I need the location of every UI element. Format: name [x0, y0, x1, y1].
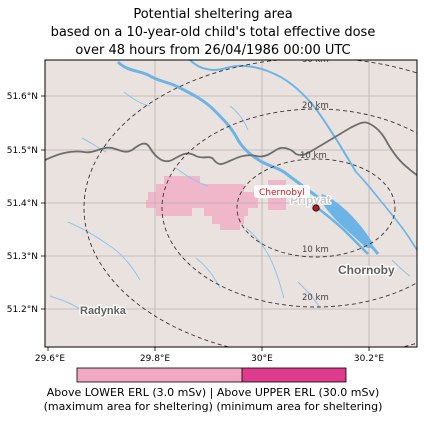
- ring-20km: [161, 108, 417, 308]
- ring-label-10km-lower: 10 km: [302, 245, 329, 255]
- legend-lower-label: Above LOWER ERL (3.0 mSv): [46, 386, 207, 399]
- border-line: [45, 121, 417, 177]
- map-title: Potential sheltering area based on a 10-…: [0, 6, 426, 60]
- legend-line-2: (maximum area for sheltering) (minimum a…: [0, 400, 426, 414]
- y-tick-label: 51.3°N: [7, 252, 38, 262]
- legend-upper-label: Above UPPER ERL (30.0 mSv): [216, 386, 380, 399]
- ring-label-20km-lower: 20 km: [302, 293, 329, 303]
- map-frame: [44, 59, 418, 348]
- place-label-chornobyl: Chornoby: [338, 263, 395, 277]
- ring-label-30km-upper: 30 km: [302, 55, 329, 65]
- y-tick-label: 51.5°N: [7, 146, 38, 156]
- legend-swatch-lower: [77, 368, 242, 382]
- x-tick-label: 30.2°E: [354, 354, 385, 364]
- gridlines: [45, 60, 417, 347]
- y-tick-label: 51.6°N: [7, 92, 38, 102]
- ring-label-20km-upper: 20 km: [302, 101, 329, 111]
- ring-10km: [236, 158, 396, 258]
- y-tick-label: 51.2°N: [7, 305, 38, 315]
- legend-swatch-upper: [242, 368, 346, 382]
- x-tick-label: 29.6°E: [35, 354, 66, 364]
- river-right-tributary: [355, 171, 417, 252]
- legend-upper-sub: (minimum area for sheltering): [216, 400, 383, 413]
- cooling-pond: [320, 194, 373, 249]
- title-line-2: based on a 10-year-old child's total eff…: [50, 25, 376, 40]
- place-label-radynka: Radynka: [80, 305, 127, 317]
- river-upper-tributary: [189, 60, 357, 173]
- minor-streams: [49, 91, 411, 313]
- title-line-3: over 48 hours from 26/04/1986 00:00 UTC: [75, 43, 351, 58]
- legend-colorbar: [76, 367, 347, 383]
- axis-ticks: [41, 95, 370, 351]
- legend-lower-sub: (maximum area for sheltering): [43, 400, 213, 413]
- range-rings: [83, 60, 417, 347]
- legend-labels: Above LOWER ERL (3.0 mSv) | Above UPPER …: [0, 386, 426, 414]
- title-line-1: Potential sheltering area: [133, 7, 293, 22]
- ring-label-10km-upper: 10 km: [300, 151, 327, 161]
- source-marker: [312, 204, 320, 212]
- y-tick-label: 51.4°N: [7, 199, 38, 209]
- legend-line-1: Above LOWER ERL (3.0 mSv) | Above UPPER …: [0, 386, 426, 400]
- pond-outline: [309, 201, 369, 255]
- source-label: Chernobyl: [259, 188, 305, 198]
- legend-separator: |: [209, 386, 214, 399]
- source-label-box: [254, 185, 310, 198]
- x-tick-label: 30°E: [251, 354, 273, 364]
- x-tick-label: 29.8°E: [140, 354, 171, 364]
